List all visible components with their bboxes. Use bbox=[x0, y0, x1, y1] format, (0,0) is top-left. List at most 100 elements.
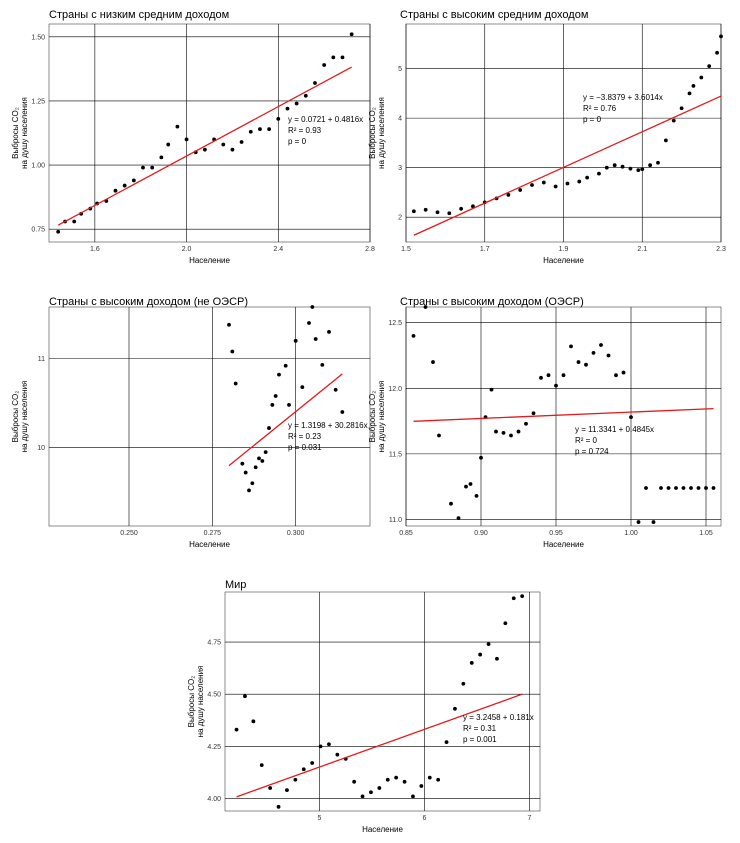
x-tick-label: 0.85 bbox=[399, 530, 413, 537]
data-point bbox=[247, 488, 251, 493]
data-point bbox=[699, 75, 704, 80]
data-point bbox=[656, 160, 660, 165]
data-point bbox=[469, 661, 474, 665]
data-point bbox=[411, 209, 416, 214]
data-point bbox=[122, 183, 127, 188]
x-tick-label: 6 bbox=[423, 815, 427, 822]
data-point bbox=[394, 775, 399, 780]
data-point bbox=[459, 206, 464, 211]
data-point bbox=[524, 421, 528, 426]
x-tick-label: 7 bbox=[528, 815, 532, 822]
y-axis-label: Выбросы CO₂на душу населения bbox=[187, 666, 205, 738]
data-point bbox=[636, 168, 641, 173]
y-tick-label: 12.0 bbox=[388, 386, 402, 393]
data-point bbox=[456, 516, 461, 521]
data-point bbox=[285, 106, 290, 111]
data-point bbox=[614, 373, 618, 378]
data-point bbox=[489, 387, 494, 392]
data-point bbox=[273, 394, 278, 398]
data-point bbox=[516, 429, 521, 434]
data-point bbox=[577, 179, 582, 184]
regression-annotation: R² = 0.31 bbox=[463, 724, 497, 733]
data-point bbox=[340, 410, 345, 414]
regression-annotation: y = 11.3341 + 0.4845x bbox=[575, 425, 654, 434]
data-point bbox=[313, 337, 318, 341]
data-point bbox=[331, 55, 336, 60]
data-point bbox=[276, 804, 281, 809]
y-tick-label: 1.50 bbox=[31, 34, 45, 41]
data-point bbox=[150, 165, 155, 170]
data-point bbox=[604, 165, 609, 170]
regression-annotation: y = 3.2458 + 0.181x bbox=[463, 713, 534, 722]
data-point bbox=[276, 116, 281, 121]
data-point bbox=[640, 167, 645, 172]
y-tick-label: 4.50 bbox=[207, 692, 221, 699]
data-point bbox=[307, 321, 311, 325]
data-point bbox=[258, 127, 262, 132]
data-point bbox=[72, 219, 77, 224]
data-point bbox=[240, 461, 245, 466]
data-point bbox=[221, 142, 226, 147]
data-point bbox=[453, 706, 457, 711]
data-point bbox=[663, 138, 668, 143]
data-point bbox=[576, 360, 581, 364]
data-point bbox=[340, 55, 345, 60]
regression-line bbox=[228, 373, 343, 467]
y-tick-label: 1.25 bbox=[31, 98, 45, 105]
y-tick-label: 3 bbox=[398, 165, 402, 172]
data-point bbox=[674, 486, 678, 490]
y-tick-label: 11.0 bbox=[389, 517, 402, 524]
data-point bbox=[294, 101, 299, 106]
regression-annotation: p = 0 bbox=[583, 115, 602, 124]
regression-annotation: p = 0.031 bbox=[288, 443, 322, 452]
y-tick-label: 11.5 bbox=[389, 451, 402, 458]
chart-title: Мир bbox=[225, 579, 246, 591]
data-point bbox=[687, 91, 692, 96]
data-point bbox=[349, 32, 354, 37]
data-point bbox=[234, 727, 239, 732]
data-point bbox=[56, 229, 61, 234]
data-point bbox=[494, 429, 498, 434]
regression-line bbox=[413, 407, 714, 422]
chart-panel-2: 1.5 1.7 1.9 2.1 2.3 2 3 4 5 Страны с высоким сред… bbox=[368, 9, 726, 265]
data-point bbox=[478, 652, 483, 657]
y-tick-label: 1.00 bbox=[31, 163, 45, 170]
data-point bbox=[131, 178, 136, 183]
data-point bbox=[322, 63, 327, 67]
data-point bbox=[411, 333, 416, 338]
data-point bbox=[333, 387, 338, 392]
data-point bbox=[553, 184, 558, 189]
data-point bbox=[411, 794, 415, 799]
data-point bbox=[468, 482, 473, 486]
data-point bbox=[486, 642, 491, 647]
data-point bbox=[679, 106, 684, 111]
x-tick-label: 5 bbox=[318, 815, 322, 822]
y-tick-label: 12.5 bbox=[388, 320, 402, 327]
y-tick-label: 4.75 bbox=[207, 640, 221, 647]
data-point bbox=[369, 790, 373, 795]
data-point bbox=[437, 433, 441, 438]
data-point bbox=[335, 752, 340, 757]
data-point bbox=[681, 486, 686, 490]
data-point bbox=[248, 129, 253, 134]
data-point bbox=[253, 465, 258, 470]
data-point bbox=[285, 788, 289, 793]
x-tick-label: 1.7 bbox=[480, 246, 490, 253]
y-tick-label: 4.25 bbox=[207, 744, 221, 751]
data-point bbox=[689, 486, 693, 490]
regression-annotation: R² = 0.23 bbox=[288, 432, 322, 441]
y-axis-label: Выбросы CO₂на душу населения bbox=[11, 97, 29, 169]
data-point bbox=[327, 330, 331, 334]
data-point bbox=[310, 761, 315, 765]
x-tick-label: 2.0 bbox=[182, 246, 192, 253]
chart-panel-1: 1.6 2.0 2.4 2.8 0.75 1.00 1.25 1.50 Страны с низ… bbox=[11, 9, 375, 265]
chart-panel-4: 0.85 0.90 0.95 1.00 1.05 11.0 11.5 12.0 12.5 Стра… bbox=[368, 296, 722, 549]
data-point bbox=[565, 181, 570, 186]
data-point bbox=[620, 164, 625, 169]
data-point bbox=[518, 188, 523, 192]
data-point bbox=[301, 767, 306, 772]
x-tick-label: 1.5 bbox=[401, 246, 411, 253]
regression-line bbox=[236, 693, 523, 798]
data-point bbox=[444, 740, 449, 745]
data-point bbox=[203, 147, 207, 152]
